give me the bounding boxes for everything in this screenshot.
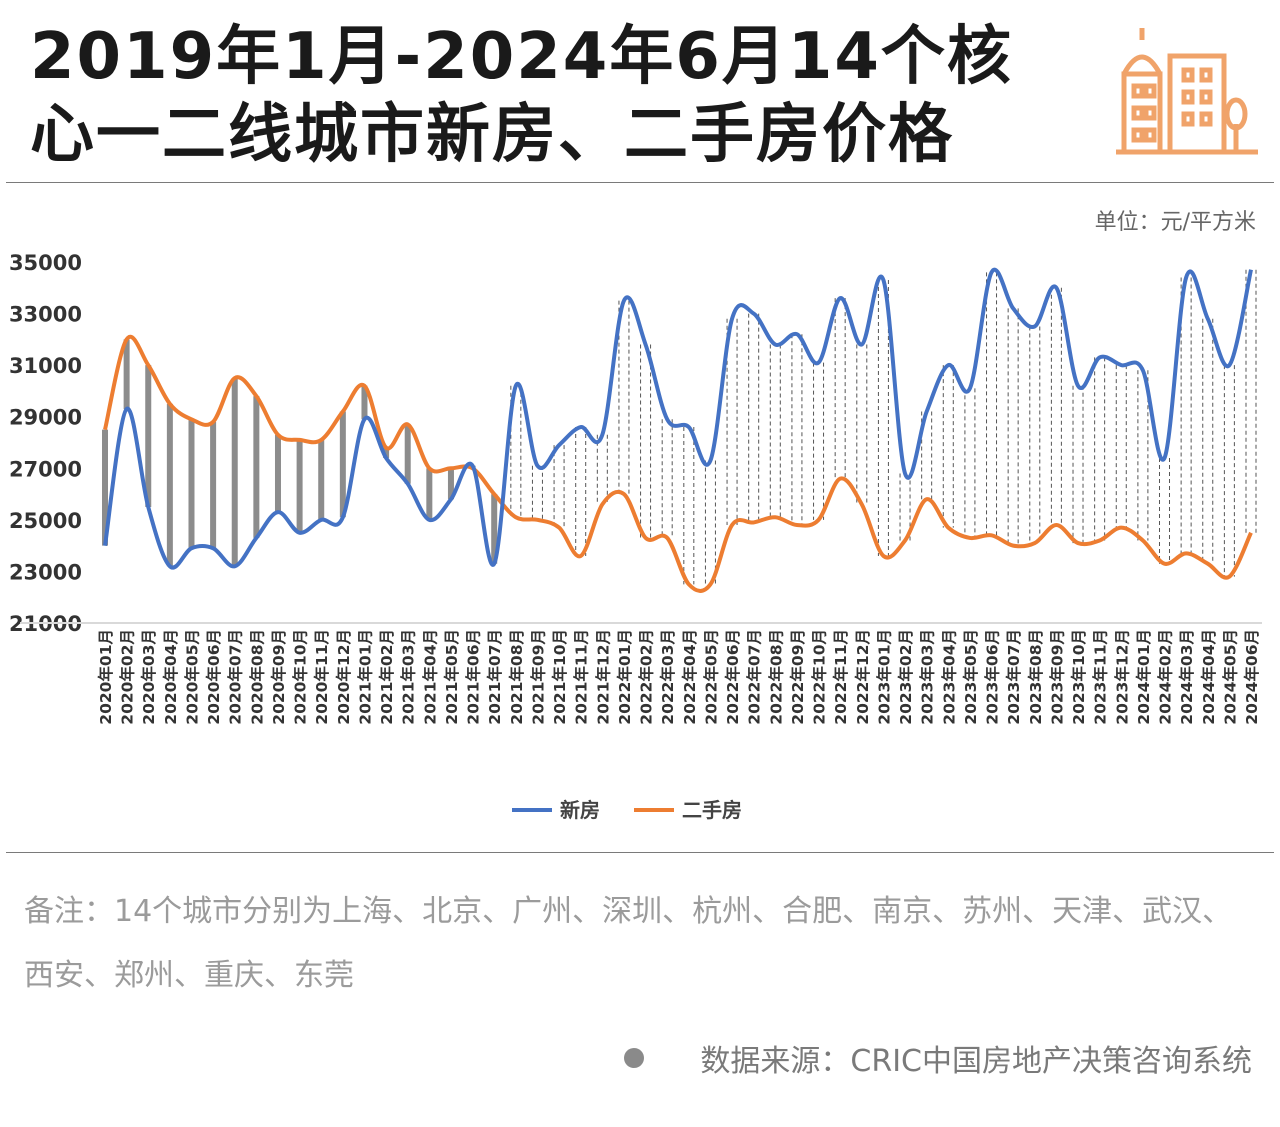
x-tick-label: 2023年05月 (961, 629, 980, 725)
x-tick-label: 2022年03月 (658, 629, 677, 725)
x-tick-label: 2022年11月 (831, 629, 850, 725)
x-tick-label: 2021年04月 (420, 629, 439, 725)
y-tick-label: 23000 (9, 560, 82, 584)
x-tick-label: 2020年11月 (312, 629, 331, 725)
title-line-1: 2019年1月-2024年6月14个核 (30, 20, 1013, 94)
x-tick-label: 2020年06月 (204, 629, 223, 725)
x-tick-label: 2023年07月 (1004, 629, 1023, 725)
y-tick-label: 31000 (9, 354, 82, 378)
x-tick-label: 2023年01月 (874, 629, 893, 725)
series-line-resale-home (103, 334, 1253, 593)
x-tick-label: 2021年06月 (464, 629, 483, 725)
legend-label: 二手房 (682, 798, 742, 822)
x-tick-label: 2020年04月 (161, 629, 180, 725)
title-line-2: 心一二线城市新房、二手房价格 (30, 98, 954, 172)
x-tick-label: 2022年06月 (723, 629, 742, 725)
x-tick-label: 2024年04月 (1199, 629, 1218, 725)
x-tick-label: 2020年07月 (226, 629, 245, 725)
x-tick-label: 2020年12月 (334, 629, 353, 725)
y-tick-label: 33000 (9, 303, 82, 327)
price-chart: 3500033000310002900027000250002300021000… (9, 251, 1262, 822)
x-tick-label: 2022年02月 (637, 629, 656, 725)
x-tick-label: 2022年09月 (788, 629, 807, 725)
x-tick-label: 2022年05月 (701, 629, 720, 725)
series-line-new-home (103, 267, 1253, 570)
x-tick-label: 2021年03月 (399, 629, 418, 725)
x-tick-label: 2020年02月 (118, 629, 137, 725)
y-tick-label: 29000 (9, 406, 82, 430)
x-tick-label: 2024年03月 (1177, 629, 1196, 725)
x-tick-label: 2020年01月 (96, 629, 115, 725)
x-tick-label: 2022年08月 (766, 629, 785, 725)
x-tick-label: 2022年04月 (680, 629, 699, 725)
x-tick-label: 2022年12月 (853, 629, 872, 725)
x-tick-label: 2023年06月 (983, 629, 1002, 725)
x-tick-label: 2023年03月 (918, 629, 937, 725)
city-buildings-icon (1116, 28, 1258, 155)
bullet-icon (624, 1048, 645, 1068)
y-tick-label: 27000 (9, 457, 82, 481)
x-tick-label: 2021年09月 (528, 629, 547, 725)
x-tick-label: 2021年07月 (485, 629, 504, 725)
x-tick-label: 2023年04月 (939, 629, 958, 725)
x-tick-label: 2020年05月 (182, 629, 201, 725)
x-tick-label: 2023年08月 (1026, 629, 1045, 725)
x-tick-label: 2024年05月 (1220, 629, 1239, 725)
data-source: 数据来源：CRIC中国房地产决策咨询系统 (624, 1036, 1252, 1080)
top-divider (6, 182, 1274, 183)
x-tick-label: 2023年09月 (1047, 629, 1066, 725)
x-tick-label: 2021年02月 (377, 629, 396, 725)
x-tick-label: 2021年11月 (572, 629, 591, 725)
unit-label: 单位：元/平方米 (1094, 210, 1256, 235)
page-title: 2019年1月-2024年6月14个核 心一二线城市新房、二手房价格 (30, 18, 1090, 174)
y-tick-label: 25000 (9, 509, 82, 533)
x-tick-label: 2023年12月 (1112, 629, 1131, 725)
x-tick-label: 2020年10月 (291, 629, 310, 725)
footnote: 备注：14个城市分别为上海、北京、广州、深圳、杭州、合肥、南京、苏州、天津、武汉… (24, 894, 1233, 993)
x-tick-label: 2024年01月 (1134, 629, 1153, 725)
x-tick-label: 2021年08月 (507, 629, 526, 725)
bottom-divider (6, 852, 1274, 853)
y-tick-label: 35000 (9, 251, 82, 275)
x-tick-label: 2023年02月 (896, 629, 915, 725)
x-tick-label: 2021年12月 (593, 629, 612, 725)
x-tick-label: 2023年10月 (1069, 629, 1088, 725)
x-tick-label: 2024年02月 (1156, 629, 1175, 725)
x-tick-label: 2022年01月 (615, 629, 634, 725)
x-tick-label: 2020年09月 (269, 629, 288, 725)
x-tick-label: 2021年05月 (442, 629, 461, 725)
x-tick-label: 2022年10月 (810, 629, 829, 725)
x-tick-label: 2021年01月 (355, 629, 374, 725)
x-tick-label: 2022年07月 (745, 629, 764, 725)
x-tick-label: 2024年06月 (1242, 629, 1261, 725)
x-tick-label: 2021年10月 (550, 629, 569, 725)
legend-label: 新房 (560, 798, 600, 822)
x-tick-label: 2023年11月 (1091, 629, 1110, 725)
x-tick-label: 2020年08月 (247, 629, 266, 725)
x-tick-label: 2020年03月 (139, 629, 158, 725)
source-text: 数据来源：CRIC中国房地产决策咨询系统 (700, 1044, 1252, 1079)
